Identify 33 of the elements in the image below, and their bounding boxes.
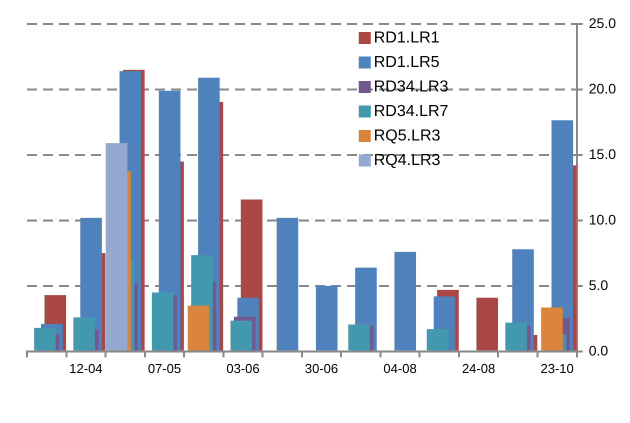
x-tick-label: 12-04 [69, 360, 103, 376]
legend-label: RD34.LR7 [374, 102, 449, 120]
x-tick-label: 23-10 [540, 360, 574, 376]
y-tick-label: 5.0 [588, 276, 608, 293]
x-tick-label: 24-08 [462, 360, 496, 376]
bar [73, 317, 95, 350]
bar [476, 298, 498, 350]
bar [276, 218, 298, 350]
legend-label: RQ5.LR3 [374, 127, 441, 144]
x-tick-label: 07-05 [148, 360, 182, 376]
x-tick-label: 03-06 [226, 360, 260, 376]
y-tick-label: 25.0 [588, 14, 616, 31]
bar [34, 328, 56, 350]
legend-label: RD34.LR3 [374, 78, 449, 96]
y-tick-label: 15.0 [588, 146, 616, 162]
bar [394, 252, 416, 350]
bar [541, 308, 563, 350]
bar [505, 322, 527, 350]
bar [348, 324, 370, 350]
x-tick-label: 04-08 [383, 360, 417, 376]
legend-label: RD1.LR5 [374, 54, 440, 71]
bar [230, 320, 252, 350]
bar [152, 292, 174, 350]
y-tick-label: 20.0 [588, 80, 616, 96]
legend-label: RD1.LR1 [374, 29, 440, 46]
legend-label: RQ4.LR3 [374, 152, 441, 169]
bar [316, 286, 338, 350]
bar [188, 306, 210, 350]
y-tick-label: 10.0 [588, 211, 616, 228]
y-tick-label: 0.0 [588, 342, 608, 358]
bar [106, 143, 128, 350]
bar [426, 329, 448, 350]
x-tick-label: 30-06 [304, 360, 338, 376]
